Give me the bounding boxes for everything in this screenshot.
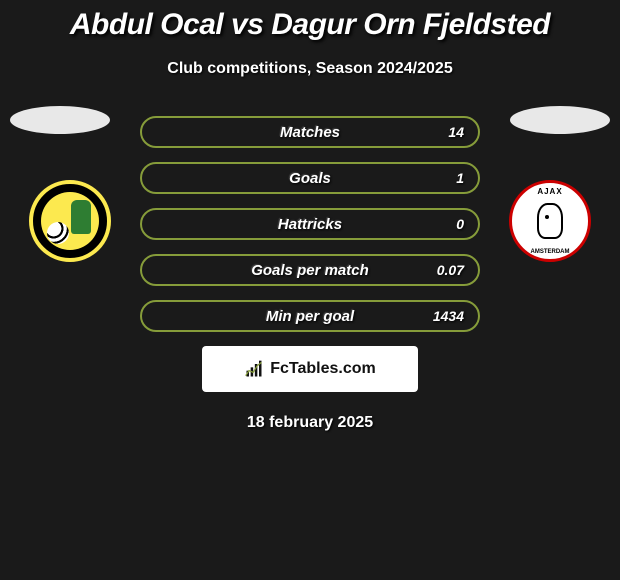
stats-list: Matches 14 Goals 1 Hattricks 0 Goals per… — [140, 116, 480, 332]
bar-chart-icon — [244, 359, 264, 379]
player-photo-left — [10, 106, 110, 134]
stat-label: Matches — [280, 124, 340, 141]
stat-value-right: 1434 — [433, 308, 464, 324]
club-badge-left — [20, 180, 120, 262]
stat-row-matches: Matches 14 — [140, 116, 480, 148]
stat-row-min-per-goal: Min per goal 1434 — [140, 300, 480, 332]
stat-value-right: 14 — [448, 124, 464, 140]
subtitle: Club competitions, Season 2024/2025 — [0, 60, 620, 78]
club-badge-right: AJAX AMSTERDAM — [500, 180, 600, 262]
ajax-badge-bottom-text: AMSTERDAM — [531, 249, 570, 255]
source-label: FcTables.com — [270, 360, 376, 378]
stat-label: Min per goal — [266, 308, 354, 325]
ajax-badge-top-text: AJAX — [537, 187, 562, 196]
comparison-panel: AJAX AMSTERDAM Matches 14 Goals 1 Hattri… — [0, 116, 620, 432]
source-badge: FcTables.com — [202, 346, 418, 392]
stat-row-goals-per-match: Goals per match 0.07 — [140, 254, 480, 286]
date-label: 18 february 2025 — [0, 414, 620, 432]
stat-label: Hattricks — [278, 216, 342, 233]
fortuna-sittard-icon — [29, 180, 111, 262]
stat-label: Goals per match — [251, 262, 369, 279]
stat-label: Goals — [289, 170, 331, 187]
stat-value-right: 0 — [456, 216, 464, 232]
stat-value-right: 0.07 — [437, 262, 464, 278]
player-photo-right — [510, 106, 610, 134]
page-title: Abdul Ocal vs Dagur Orn Fjeldsted — [0, 0, 620, 42]
stat-row-goals: Goals 1 — [140, 162, 480, 194]
stat-value-right: 1 — [456, 170, 464, 186]
ajax-icon: AJAX AMSTERDAM — [509, 180, 591, 262]
stat-row-hattricks: Hattricks 0 — [140, 208, 480, 240]
